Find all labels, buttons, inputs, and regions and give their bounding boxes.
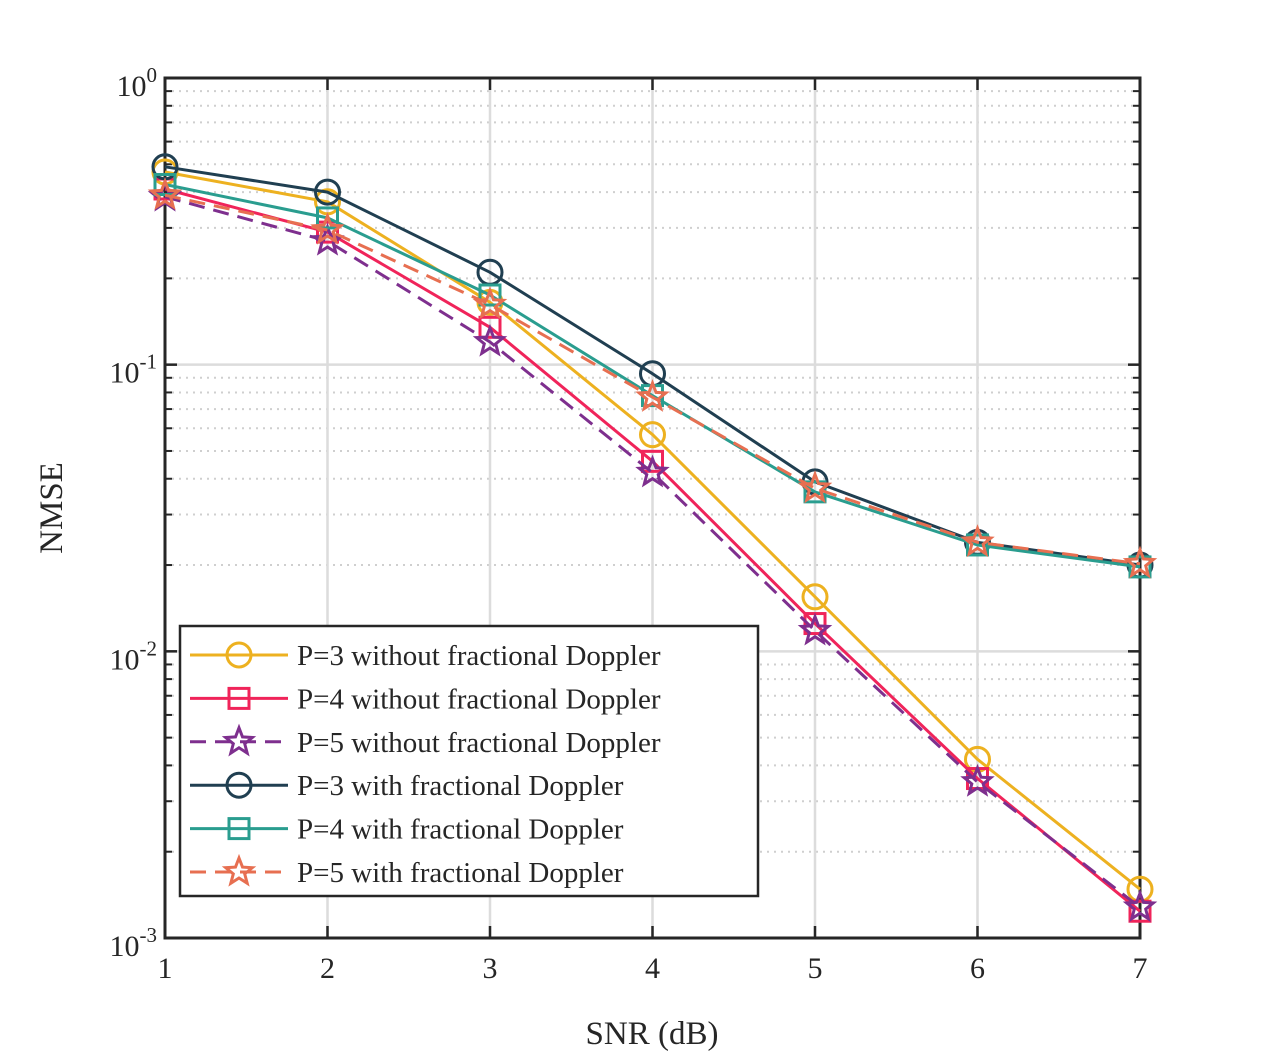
legend-marker bbox=[227, 686, 251, 710]
legend-entry: P=5 with fractional Doppler bbox=[190, 853, 624, 889]
y-tick-label: 10-2 bbox=[110, 636, 158, 676]
legend-label: P=4 with fractional Doppler bbox=[297, 814, 624, 846]
y-tick-label: 100 bbox=[117, 63, 158, 103]
legend-marker bbox=[221, 723, 257, 757]
data-point bbox=[314, 178, 341, 206]
x-tick-label: 2 bbox=[320, 952, 335, 985]
data-point bbox=[635, 378, 670, 412]
legend-label: P=3 with fractional Doppler bbox=[297, 770, 624, 802]
data-point bbox=[147, 176, 183, 211]
x-tick-label: 3 bbox=[483, 952, 498, 985]
x-tick-label: 6 bbox=[970, 952, 985, 985]
data-point bbox=[801, 583, 829, 611]
legend-entry: P=4 with fractional Doppler bbox=[190, 814, 624, 846]
data-point bbox=[1122, 889, 1158, 922]
data-point bbox=[153, 173, 177, 197]
x-tick-label: 1 bbox=[158, 952, 173, 985]
legend-entry: P=5 without fractional Doppler bbox=[190, 723, 661, 759]
x-tick-label: 7 bbox=[1133, 952, 1148, 985]
data-point bbox=[641, 449, 664, 473]
legend-marker bbox=[221, 853, 257, 887]
legend-box bbox=[178, 624, 760, 898]
legend-label: P=3 without fractional Doppler bbox=[297, 640, 661, 672]
data-point bbox=[635, 454, 670, 488]
legend-entry: P=3 with fractional Doppler bbox=[190, 770, 624, 802]
data-point bbox=[966, 533, 989, 557]
data-point bbox=[310, 222, 345, 256]
data-point bbox=[316, 206, 339, 230]
data-point bbox=[797, 612, 833, 646]
data-point bbox=[478, 315, 502, 339]
data-point bbox=[1128, 555, 1152, 579]
y-axis-label: NMSE bbox=[34, 462, 70, 554]
legend-label: P=5 without fractional Doppler bbox=[297, 727, 661, 759]
data-point bbox=[310, 211, 345, 245]
data-point bbox=[960, 763, 995, 797]
data-point bbox=[1122, 545, 1158, 579]
data-point bbox=[797, 470, 833, 504]
y-tick-label: 10-3 bbox=[110, 923, 158, 963]
axes bbox=[163, 76, 1142, 940]
tick-labels: 100 10-1 10-2 10-31 2 3 4 5 6 7 bbox=[110, 63, 1148, 985]
data-point bbox=[639, 421, 666, 449]
axes-frame bbox=[163, 76, 1142, 940]
series-line bbox=[164, 193, 1141, 566]
data-point bbox=[316, 220, 339, 244]
legend-entry: P=3 without fractional Doppler bbox=[190, 640, 661, 672]
legend-marker bbox=[225, 771, 253, 799]
legend-entry: P=4 without fractional Doppler bbox=[190, 683, 661, 715]
plot-area bbox=[147, 153, 1158, 923]
legend-label: P=5 with fractional Doppler bbox=[297, 857, 624, 889]
y-tick-label: 10-1 bbox=[110, 350, 158, 390]
legend-label: P=4 without fractional Doppler bbox=[297, 683, 661, 715]
x-axis-label: SNR (dB) bbox=[586, 1016, 719, 1052]
x-tick-label: 4 bbox=[645, 952, 660, 985]
legend-marker bbox=[225, 641, 253, 669]
data-point bbox=[1128, 899, 1152, 923]
x-tick-label: 5 bbox=[808, 952, 823, 985]
series-6 bbox=[147, 176, 1158, 579]
data-point bbox=[472, 286, 508, 320]
legend: P=3 without fractional Doppler P=4 withou… bbox=[178, 624, 760, 898]
legend-marker bbox=[227, 817, 251, 841]
data-point bbox=[960, 524, 995, 558]
data-point bbox=[478, 283, 502, 307]
data-point bbox=[472, 323, 508, 357]
series-line bbox=[164, 170, 1141, 891]
